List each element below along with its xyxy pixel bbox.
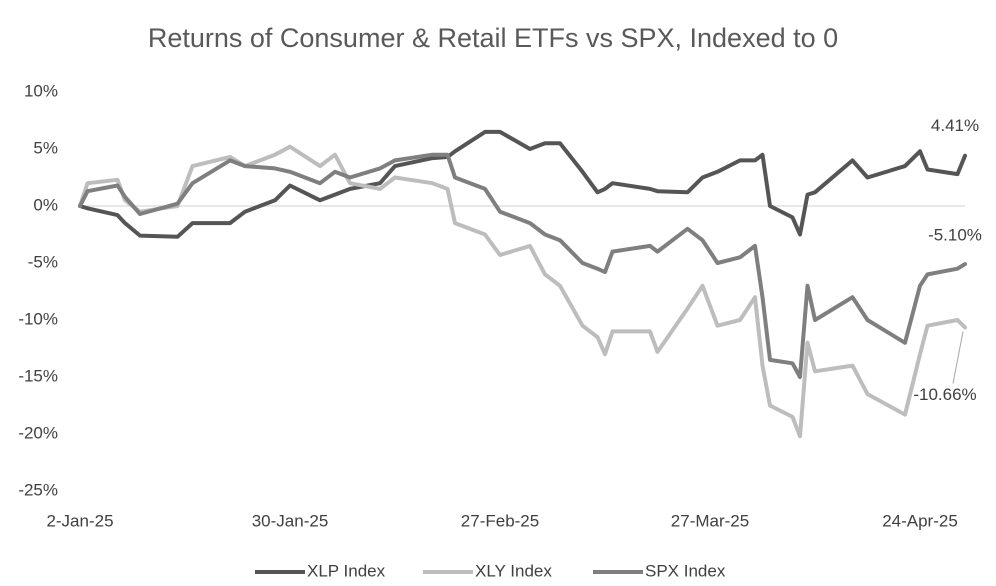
legend-label: SPX Index (645, 561, 726, 580)
data-label: -5.10% (928, 226, 982, 245)
x-tick-label: 27-Mar-25 (671, 511, 749, 530)
chart-title: Returns of Consumer & Retail ETFs vs SPX… (148, 23, 838, 53)
y-tick-label: -25% (18, 480, 58, 499)
series-line (78, 129, 967, 239)
legend-label: XLY Index (475, 561, 552, 580)
x-tick-label: 24-Apr-25 (882, 511, 958, 530)
legend-label: XLP Index (307, 561, 386, 580)
y-tick-label: 5% (33, 138, 58, 157)
data-label: -10.66% (913, 385, 976, 404)
y-tick-label: 0% (33, 195, 58, 214)
y-tick-label: -20% (18, 423, 58, 442)
y-tick-label: -5% (28, 252, 58, 271)
y-tick-label: -10% (18, 309, 58, 328)
series-line (78, 152, 967, 379)
y-tick-label: 10% (24, 81, 58, 100)
data-label: 4.41% (931, 116, 979, 135)
y-tick-label: -15% (18, 366, 58, 385)
x-tick-label: 30-Jan-25 (252, 511, 329, 530)
label-leader (952, 331, 964, 384)
x-tick-label: 27-Feb-25 (461, 511, 539, 530)
x-tick-label: 2-Jan-25 (46, 511, 113, 530)
series-line (78, 144, 967, 439)
